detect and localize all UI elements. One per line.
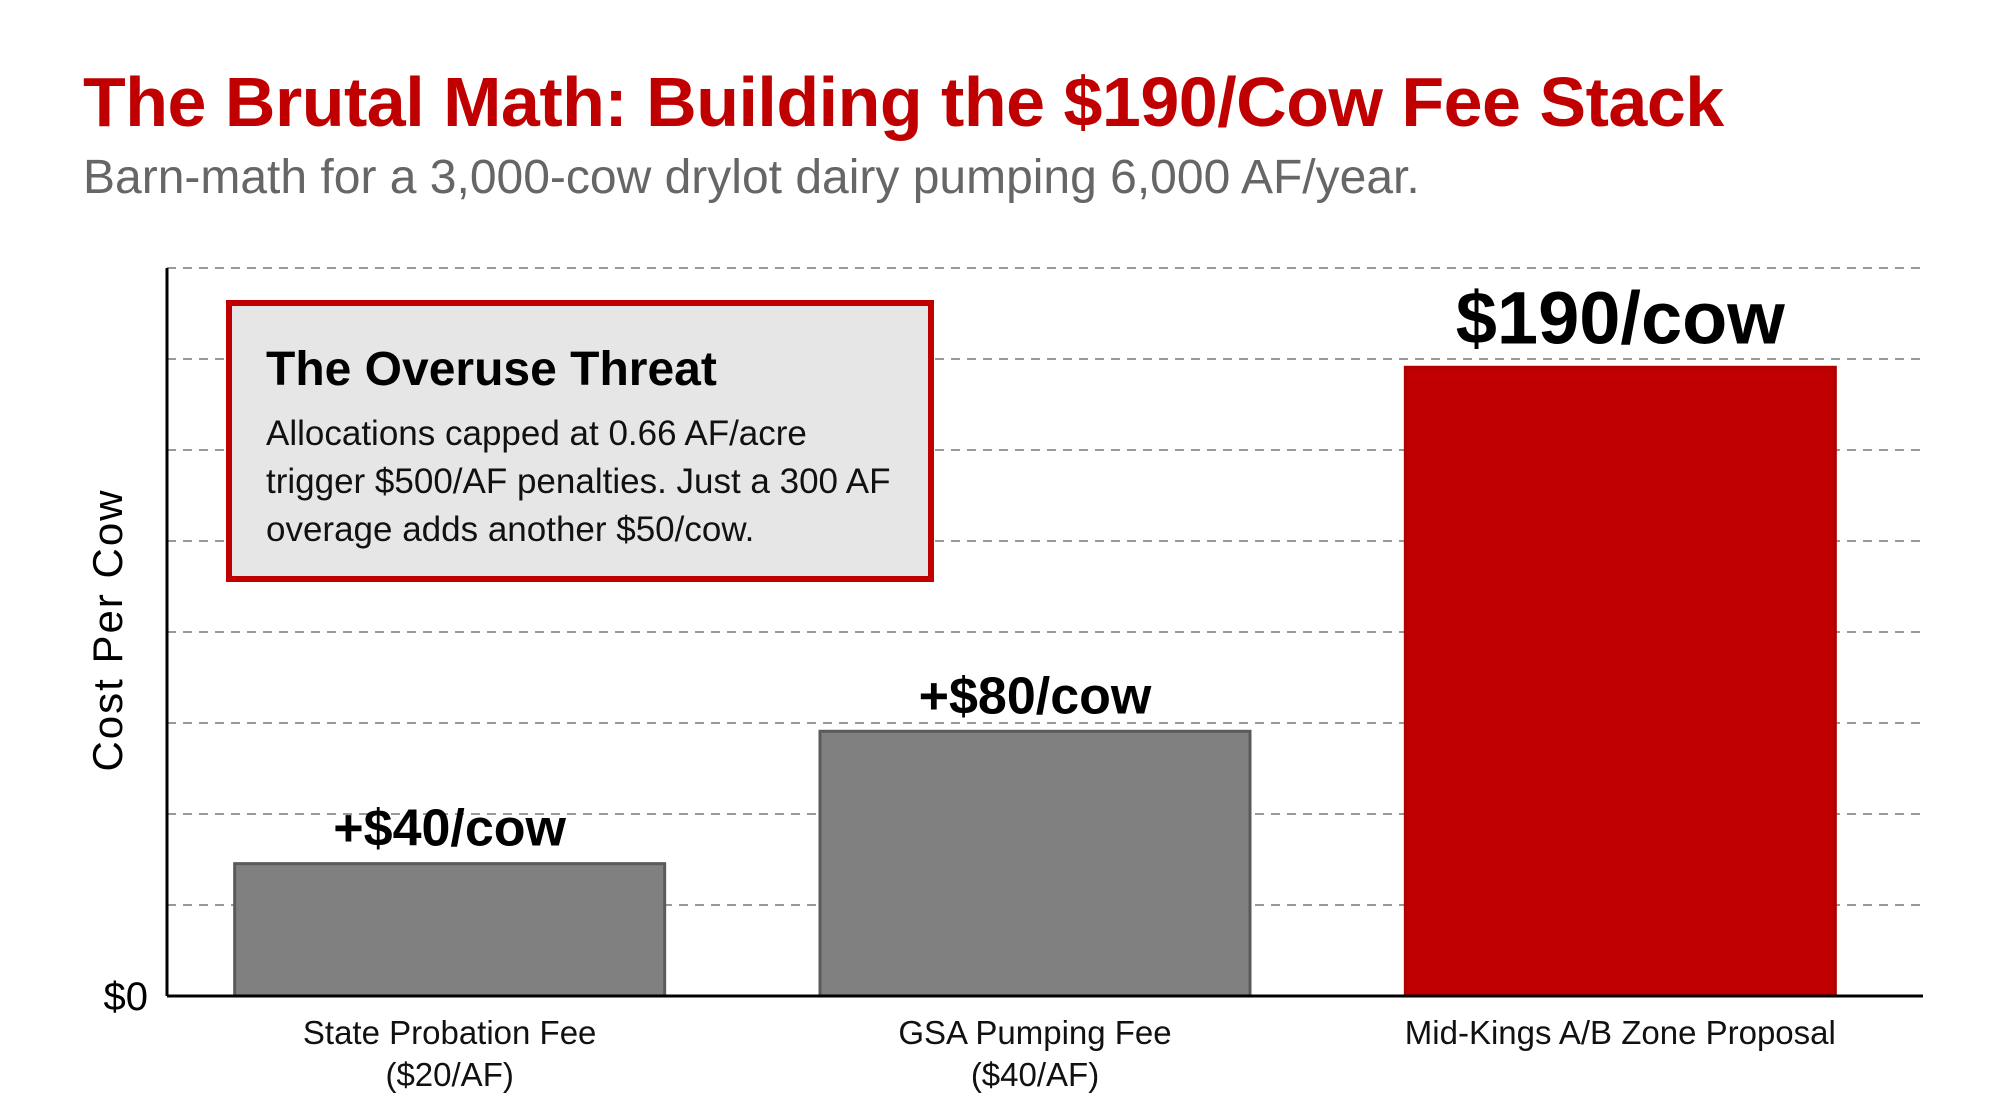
- data-label: $190/cow: [1456, 276, 1786, 359]
- callout-body: Allocations capped at 0.66 AF/acre trigg…: [266, 414, 891, 549]
- chart-title: The Brutal Math: Building the $190/Cow F…: [83, 63, 1724, 141]
- bar: [818, 729, 1252, 998]
- x-tick-label: State Probation Fee: [303, 1014, 597, 1051]
- y-tick-label: $0: [104, 975, 149, 1019]
- x-tick-label: Mid-Kings A/B Zone Proposal: [1405, 1014, 1836, 1051]
- data-label: +$40/cow: [333, 800, 566, 858]
- overuse-threat-callout: The Overuse Threat Allocations capped at…: [226, 300, 934, 582]
- bar: [1403, 365, 1837, 998]
- x-tick-label: ($20/AF): [385, 1056, 513, 1093]
- x-tick-label: GSA Pumping Fee: [898, 1014, 1171, 1051]
- bar: [233, 862, 667, 998]
- chart-subtitle: Barn-math for a 3,000-cow drylot dairy p…: [83, 151, 1420, 204]
- callout-title: The Overuse Threat: [266, 343, 717, 396]
- x-tick-label: ($40/AF): [971, 1056, 1099, 1093]
- data-label: +$80/cow: [919, 667, 1152, 725]
- y-axis-label: Cost Per Cow: [84, 488, 131, 771]
